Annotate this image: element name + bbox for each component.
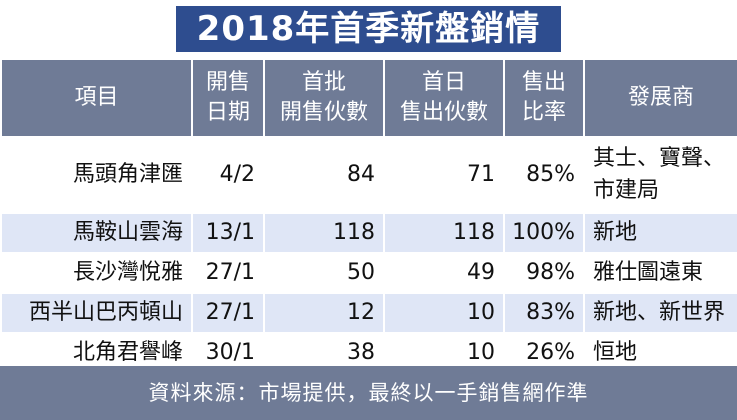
cell-launched: 50 <box>263 252 385 294</box>
header-row: 項目 開售 日期 首批 開售伙數 首日 售出伙數 售出 比率 發展商 <box>0 58 737 138</box>
header-date: 開售 日期 <box>191 58 265 138</box>
cell-project: 長沙灣悅雅 <box>0 252 193 294</box>
sales-table: 項目 開售 日期 首批 開售伙數 首日 售出伙數 售出 比率 發展商 馬頭角津匯 4/2… <box>0 58 737 374</box>
cell-launched: 12 <box>263 292 385 334</box>
header-units-sold: 首日 售出伙數 <box>383 58 505 138</box>
cell-ratio: 100% <box>503 212 585 254</box>
cell-project: 馬頭角津匯 <box>0 136 193 214</box>
cell-sold: 49 <box>383 252 505 294</box>
header-units-launched: 首批 開售伙數 <box>263 58 385 138</box>
cell-ratio: 83% <box>503 292 585 334</box>
header-ratio: 售出 比率 <box>503 58 585 138</box>
cell-sold: 10 <box>383 292 505 334</box>
cell-developer: 其士、寶聲、 市建局 <box>583 136 737 214</box>
table-row: 馬頭角津匯 4/2 84 71 85% 其士、寶聲、 市建局 <box>0 136 737 214</box>
cell-developer: 新地 <box>583 212 737 254</box>
cell-date: 13/1 <box>191 212 265 254</box>
header-developer: 發展商 <box>583 58 737 138</box>
cell-project: 馬鞍山雲海 <box>0 212 193 254</box>
cell-date: 27/1 <box>191 292 265 334</box>
table-row: 馬鞍山雲海 13/1 118 118 100% 新地 <box>0 212 737 254</box>
cell-sold: 71 <box>383 136 505 214</box>
source-footer: 資料來源：市場提供，最終以一手銷售網作準 <box>0 366 737 420</box>
cell-ratio: 98% <box>503 252 585 294</box>
cell-ratio: 85% <box>503 136 585 214</box>
cell-launched: 118 <box>263 212 385 254</box>
cell-developer: 雅仕圖遠東 <box>583 252 737 294</box>
cell-date: 27/1 <box>191 252 265 294</box>
cell-launched: 84 <box>263 136 385 214</box>
header-project: 項目 <box>0 58 193 138</box>
cell-sold: 118 <box>383 212 505 254</box>
cell-project: 西半山巴丙頓山 <box>0 292 193 334</box>
table-row: 西半山巴丙頓山 27/1 12 10 83% 新地、新世界 <box>0 292 737 334</box>
cell-date: 4/2 <box>191 136 265 214</box>
table-row: 長沙灣悅雅 27/1 50 49 98% 雅仕圖遠東 <box>0 252 737 294</box>
page-title: 2018年首季新盤銷情 <box>176 6 561 52</box>
cell-developer: 新地、新世界 <box>583 292 737 334</box>
title-bar: 2018年首季新盤銷情 <box>0 0 737 58</box>
